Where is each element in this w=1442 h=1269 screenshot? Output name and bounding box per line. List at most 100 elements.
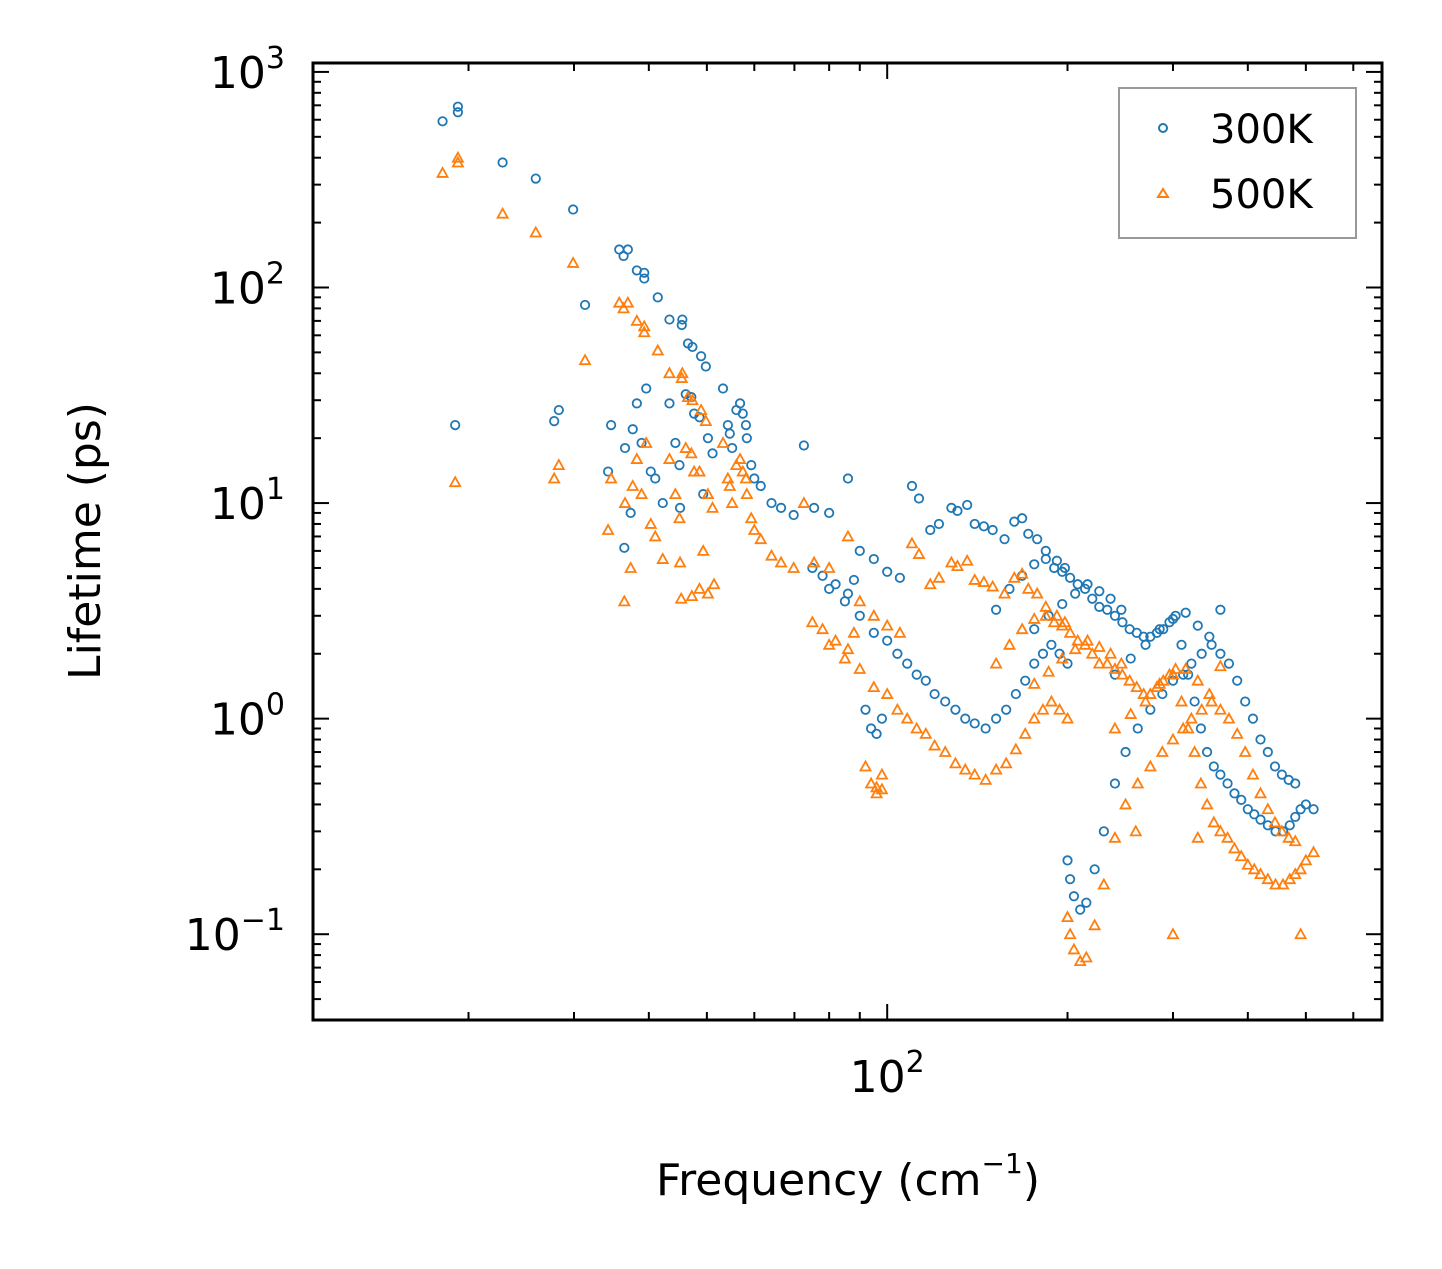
data-point-500k: [1015, 566, 1029, 579]
data-point-500k: [1131, 776, 1145, 789]
data-point-300k: [775, 502, 787, 513]
data-point-500k: [1213, 824, 1227, 837]
data-point-300k: [1081, 897, 1092, 908]
data-point-500k: [890, 702, 904, 715]
data-point-500k: [1002, 637, 1016, 650]
data-point-500k: [740, 487, 754, 500]
data-point-500k: [648, 529, 662, 542]
data-point-500k: [1143, 759, 1157, 772]
data-point-500k: [618, 496, 632, 508]
data-point-500k: [1227, 841, 1242, 854]
data-point-300k: [674, 460, 685, 471]
data-point-500k: [1124, 707, 1138, 719]
y-tick-label: 103: [210, 41, 285, 99]
data-point-300k: [674, 502, 686, 513]
data-point-500k: [1166, 667, 1180, 680]
data-point-500k: [739, 471, 753, 484]
data-point-300k: [824, 507, 835, 519]
data-point-500k: [626, 479, 640, 491]
data-point-500k: [725, 496, 739, 508]
data-point-500k: [496, 206, 510, 219]
data-point-500k: [754, 532, 768, 545]
data-point-500k: [685, 589, 699, 602]
data-point-500k: [1042, 664, 1056, 677]
data-point-300k: [700, 361, 711, 372]
data-point-500k: [764, 548, 779, 561]
data-point-500k: [1213, 702, 1227, 715]
data-point-500k: [1195, 702, 1209, 715]
data-point-300k: [530, 173, 541, 184]
y-tick-label: 10−1: [185, 903, 285, 961]
data-point-300k: [741, 433, 752, 444]
data-point-300k: [1032, 534, 1043, 545]
data-point-300k: [1040, 545, 1051, 556]
data-point-300k: [807, 562, 818, 574]
data-point-300k: [452, 101, 463, 112]
data-point-300k: [1276, 769, 1288, 780]
data-point-300k: [969, 718, 980, 729]
data-point-500k: [910, 721, 924, 734]
data-point-500k: [692, 582, 707, 594]
data-point-500k: [1119, 797, 1133, 810]
data-point-500k: [1230, 727, 1244, 739]
data-point-500k: [900, 711, 914, 724]
data-point-300k: [1196, 648, 1207, 659]
data-point-300k: [1059, 562, 1070, 574]
data-point-300k: [1223, 658, 1235, 669]
data-point-500k: [1009, 742, 1023, 755]
data-point-500k: [692, 464, 707, 477]
data-point-300k: [1178, 669, 1189, 680]
data-point-500k: [1207, 815, 1221, 828]
data-point-500k: [1050, 608, 1064, 621]
data-point-500k: [612, 295, 626, 308]
data-point-300k: [1157, 688, 1168, 700]
x-axis-title: Frequency (cm−1): [656, 1147, 1040, 1206]
data-point-500k: [905, 536, 919, 549]
data-point-300k: [687, 341, 698, 353]
data-point-300k: [1222, 778, 1233, 789]
data-point-300k: [740, 419, 752, 431]
data-point-300k: [727, 442, 738, 454]
data-point-500k: [1241, 857, 1255, 870]
data-point-500k: [1174, 694, 1189, 707]
data-point-500k: [1184, 711, 1198, 724]
data-point-500k: [853, 594, 867, 607]
data-point-500k: [1253, 867, 1268, 880]
data-point-500k: [847, 626, 861, 638]
data-point-500k: [707, 577, 721, 590]
data-point-300k: [1300, 799, 1311, 810]
data-point-500k: [1015, 622, 1029, 635]
data-point-300k: [798, 440, 809, 451]
data-point-300k: [1001, 704, 1012, 715]
data-point-500k: [1085, 646, 1099, 659]
data-point-500k: [721, 471, 735, 484]
y-tick-label: 100: [210, 688, 285, 746]
data-point-500k: [867, 608, 881, 621]
data-point-500k: [1108, 830, 1122, 843]
data-point-500k: [1307, 845, 1321, 858]
data-point-300k: [724, 428, 735, 439]
data-point-500k: [685, 393, 699, 406]
data-point-300k: [1249, 809, 1260, 820]
data-point-500k: [1021, 582, 1035, 594]
data-point-500k: [1114, 656, 1128, 669]
data-point-300k: [1117, 617, 1128, 628]
data-point-300k: [606, 419, 617, 431]
data-point-500k: [1092, 656, 1106, 669]
data-point-300k: [842, 473, 854, 484]
data-point-500k: [662, 452, 676, 464]
data-point-500k: [1200, 797, 1214, 810]
data-point-500k: [1058, 615, 1072, 628]
y-tick-label: 101: [210, 472, 285, 530]
data-point-500k: [566, 256, 580, 268]
y-axis-title: Lifetime (ps): [60, 402, 111, 680]
data-point-500k: [1079, 950, 1093, 963]
data-point-500k: [621, 295, 635, 308]
data-point-300k: [1290, 778, 1301, 789]
data-point-300k: [1180, 607, 1191, 618]
data-point-500k: [604, 471, 618, 484]
plot-area-frame: [311, 61, 1384, 1022]
data-point-500k: [1027, 677, 1041, 689]
data-point-300k: [854, 610, 865, 621]
data-point-500k: [838, 651, 852, 664]
